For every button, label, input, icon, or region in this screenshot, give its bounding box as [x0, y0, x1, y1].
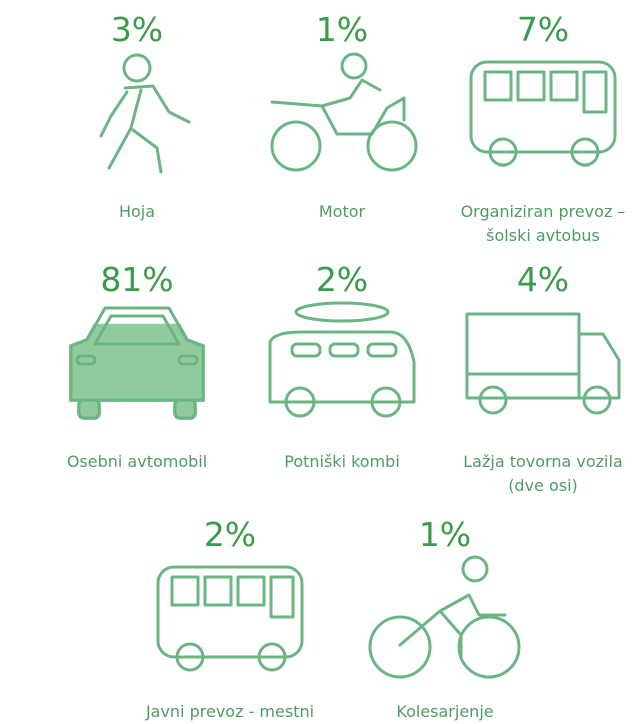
value-label: 1% — [418, 515, 472, 554]
icon-fill — [257, 173, 427, 185]
icon-outline — [122, 53, 152, 83]
icon-outline — [465, 372, 581, 400]
icon-outline — [177, 354, 199, 366]
icon-fill — [145, 677, 315, 690]
icon-outline — [69, 306, 205, 402]
icon-outline — [268, 330, 416, 404]
value-label: 2% — [203, 515, 257, 554]
value-label: 7% — [516, 10, 570, 49]
icon-outline — [175, 642, 205, 672]
value-label: 3% — [110, 10, 164, 49]
icon-fill — [257, 422, 427, 435]
icon-outline — [270, 78, 406, 136]
icon-outline — [203, 575, 233, 607]
value-label: 1% — [315, 10, 369, 49]
value-label: 4% — [516, 260, 570, 299]
icon-outline — [170, 575, 200, 607]
icon-outline — [366, 120, 418, 172]
icon-outline — [284, 386, 316, 418]
icon-outline — [368, 615, 432, 679]
icon-outline — [478, 385, 508, 415]
icon-outline — [582, 70, 608, 114]
category-label: Kolesarjenje — [396, 702, 494, 721]
category-label: Lažja tovorna vozila (dve osi) — [463, 452, 623, 495]
icon-outline — [269, 575, 295, 619]
icon — [458, 312, 628, 435]
category-label: Javni prevoz - mestni — [145, 702, 315, 721]
icon-fill — [52, 171, 222, 185]
category-label: Hoja — [118, 202, 156, 221]
icon-outline — [99, 84, 191, 174]
icon-outline — [582, 385, 612, 415]
icon-outline — [328, 342, 360, 358]
icon-outline — [93, 314, 181, 346]
icon — [257, 301, 427, 435]
icon-outline — [488, 137, 518, 167]
icon-outline — [366, 342, 398, 358]
value-label: 81% — [100, 260, 174, 299]
icon-fill — [458, 420, 628, 435]
icon — [257, 52, 427, 185]
category-label: Motor — [318, 202, 366, 221]
icon-outline — [370, 386, 402, 418]
icon-outline — [290, 342, 322, 358]
icon-fill — [458, 166, 628, 185]
icon — [52, 53, 222, 185]
icon — [458, 60, 628, 185]
icon-outline — [156, 565, 304, 659]
icon-outline — [398, 593, 507, 659]
value-label: 2% — [315, 260, 369, 299]
icon-outline — [549, 70, 579, 102]
icon-outline — [75, 354, 97, 366]
icon-outline — [461, 555, 489, 583]
icon-outline — [465, 312, 581, 376]
icon — [52, 306, 222, 435]
icon-outline — [340, 52, 368, 80]
icon-outline — [457, 615, 521, 679]
icon — [360, 555, 530, 690]
icon-outline — [294, 301, 390, 323]
icon-outline — [236, 575, 266, 607]
icon-outline — [77, 398, 101, 420]
icon-fill — [360, 678, 530, 690]
category-label: Osebni avtomobil — [66, 452, 208, 471]
icon — [145, 565, 315, 690]
category-label: Potniški kombi — [284, 452, 400, 471]
category-label: Organiziran prevoz – šolski avtobus — [460, 202, 626, 245]
icon-outline — [257, 642, 287, 672]
icon-outline — [577, 332, 621, 400]
icon-outline — [469, 60, 617, 154]
icon-outline — [570, 137, 600, 167]
icon-outline — [173, 398, 197, 420]
icon-fill — [52, 323, 222, 435]
icon-outline — [483, 70, 513, 102]
icon-outline — [270, 120, 322, 172]
icon-outline — [516, 70, 546, 102]
